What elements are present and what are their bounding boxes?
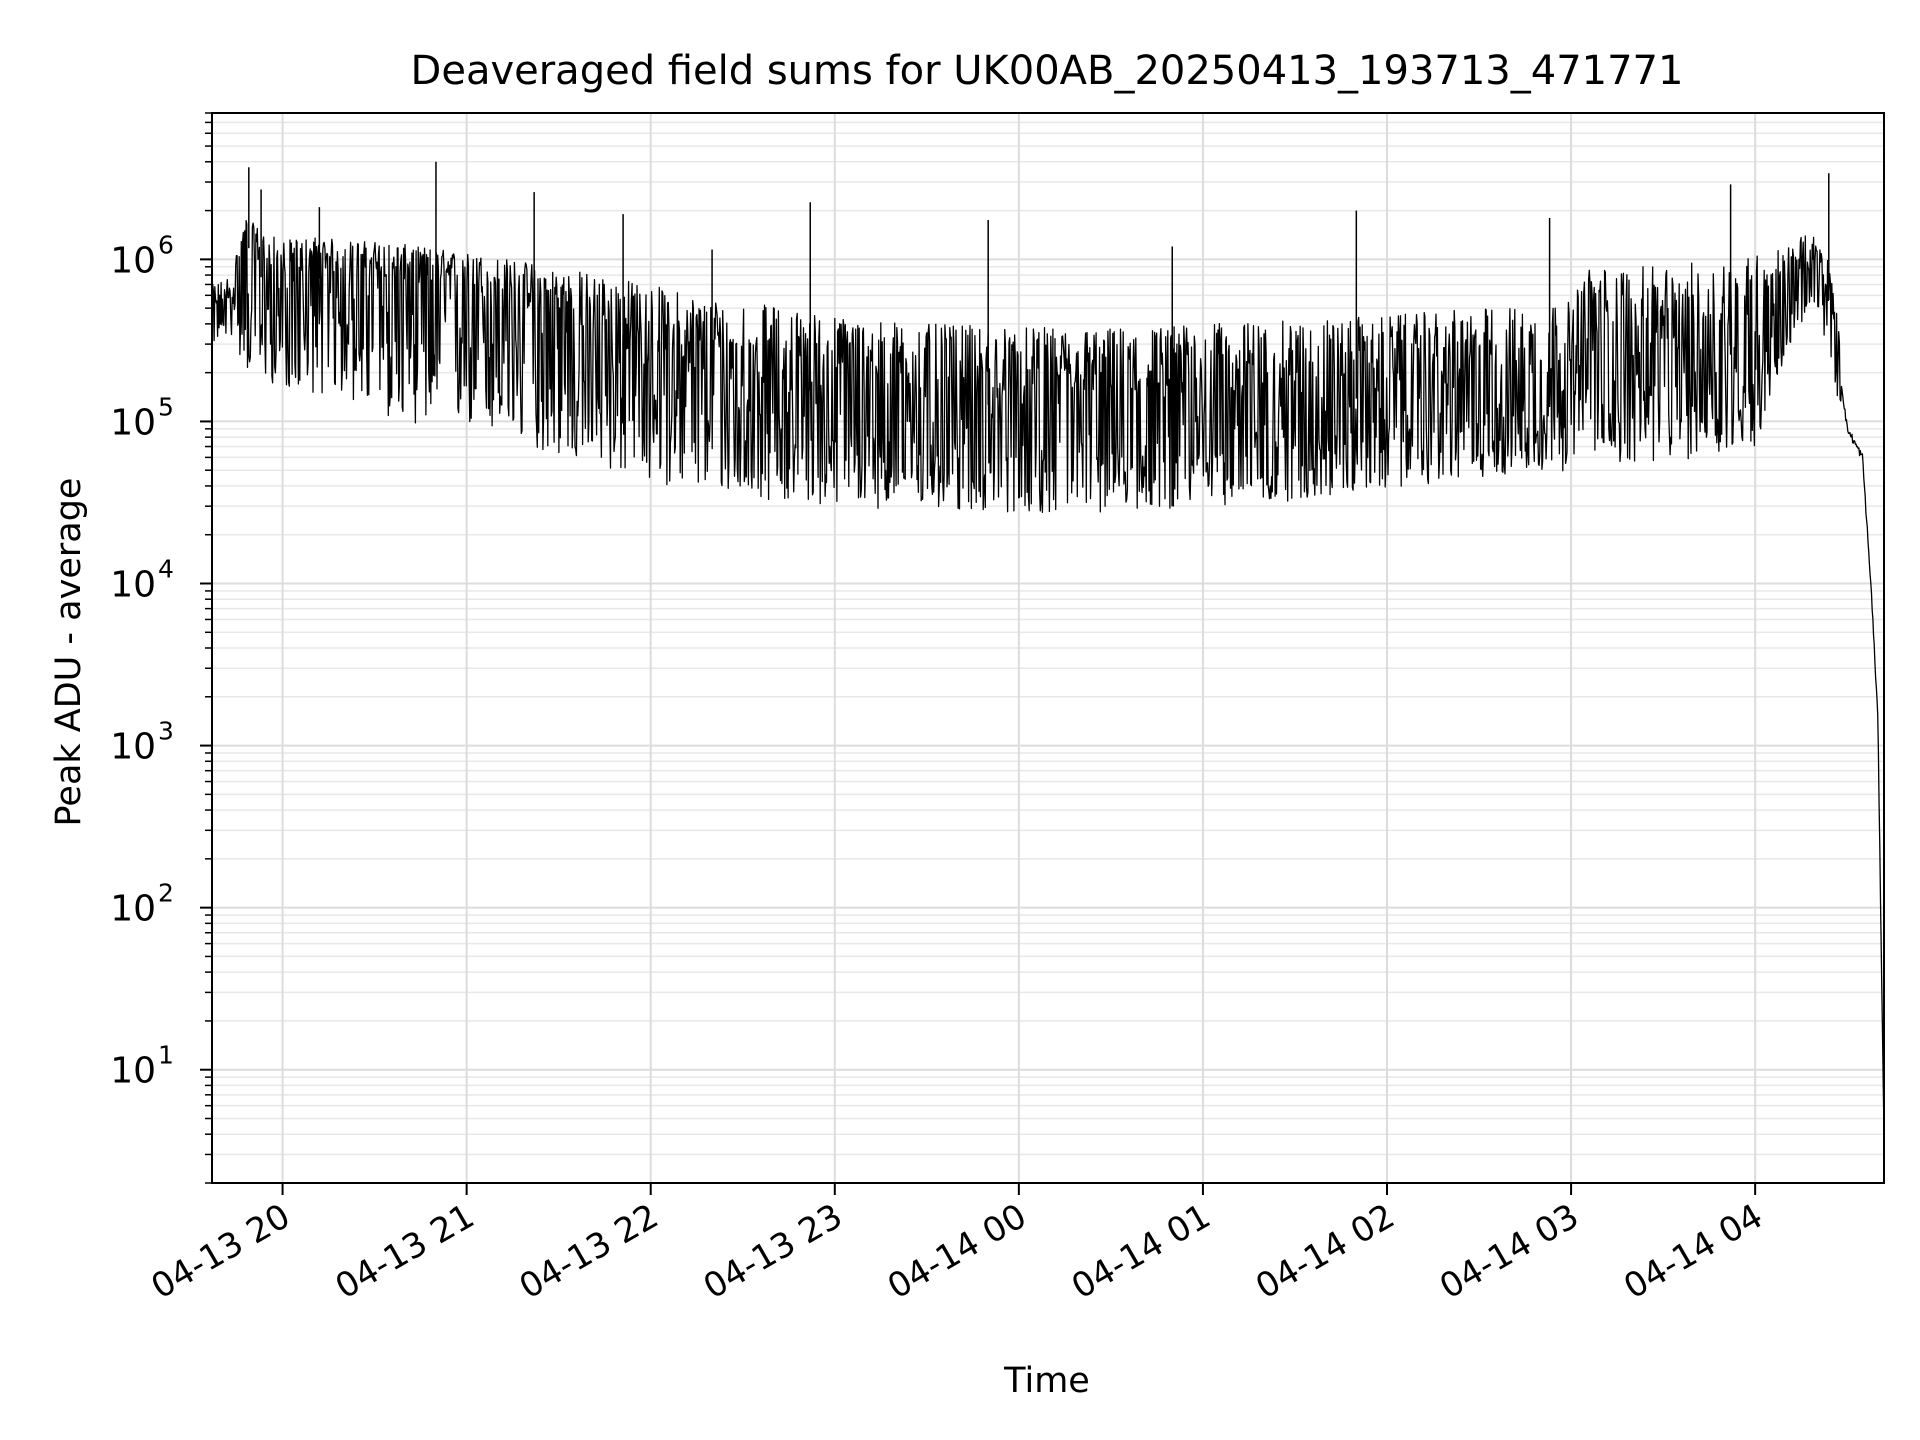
y-tick-exponent: 5 — [158, 392, 174, 421]
x-axis-label: Time — [1003, 1361, 1090, 1401]
y-axis-label: Peak ADU - average — [49, 478, 89, 827]
y-tick-exponent: 2 — [158, 879, 174, 908]
y-tick-label: 10 — [110, 889, 156, 930]
chart-title: Deaveraged field sums for UK00AB_2025041… — [411, 48, 1684, 94]
y-tick-label: 10 — [110, 727, 156, 768]
series-trace — [211, 219, 1885, 1134]
series-line — [211, 161, 1885, 1134]
y-tick-exponent: 6 — [158, 230, 174, 259]
grid-lines — [212, 112, 1884, 1184]
y-tick-exponent: 3 — [158, 717, 174, 746]
y-tick-label: 10 — [110, 402, 156, 443]
y-tick-exponent: 4 — [158, 555, 174, 584]
y-tick-exponent: 1 — [158, 1041, 174, 1070]
y-tick-label: 10 — [110, 565, 156, 606]
y-tick-label: 10 — [110, 240, 156, 281]
y-tick-label: 10 — [110, 1051, 156, 1092]
